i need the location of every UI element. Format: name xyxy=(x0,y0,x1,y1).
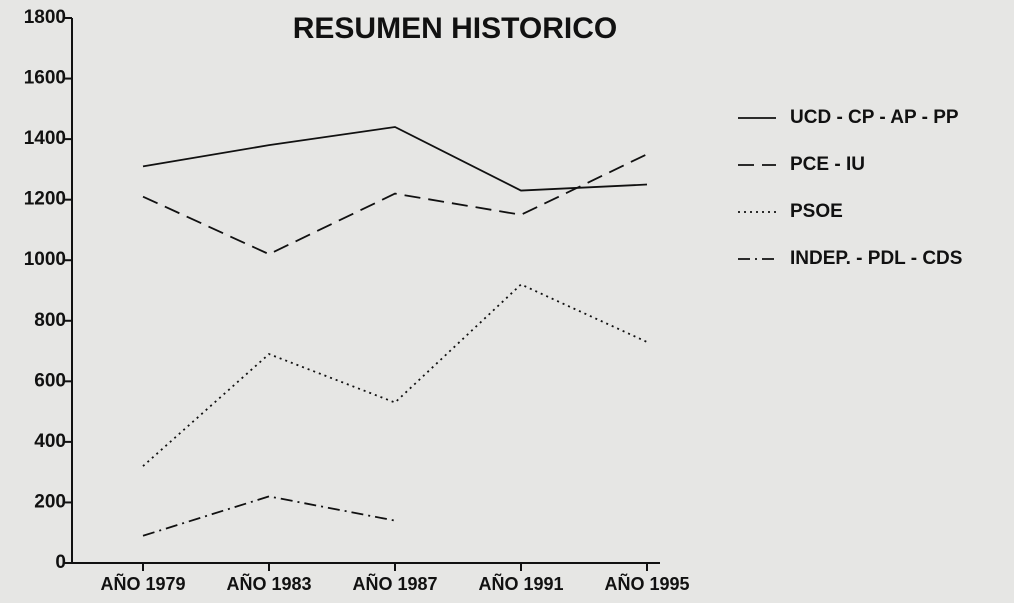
legend-label: INDEP. - PDL - CDS xyxy=(790,248,962,269)
chart-title: RESUMEN HISTORICO xyxy=(293,12,617,45)
chart: RESUMEN HISTORICO 0 200 400 600 800 1000 1200 1… xyxy=(0,0,1014,603)
legend-label: PSOE xyxy=(790,201,843,222)
y-tick-label: 0 xyxy=(55,552,66,573)
y-tick-label: 800 xyxy=(34,310,66,331)
background xyxy=(0,0,1014,603)
y-tick-label: 1600 xyxy=(24,68,66,89)
y-tick-label: 400 xyxy=(34,431,66,452)
x-tick-label: AÑO 1987 xyxy=(352,573,437,594)
y-tick-label: 1400 xyxy=(24,128,66,149)
x-tick-label: AÑO 1995 xyxy=(604,573,689,594)
y-tick-label: 200 xyxy=(34,491,66,512)
y-tick-label: 1200 xyxy=(24,189,66,210)
x-tick-label: AÑO 1979 xyxy=(100,573,185,594)
x-tick-label: AÑO 1983 xyxy=(226,573,311,594)
y-tick-label: 1800 xyxy=(24,7,66,28)
y-tick-label: 1000 xyxy=(24,249,66,270)
legend-label: PCE - IU xyxy=(790,154,865,175)
x-tick-label: AÑO 1991 xyxy=(478,573,563,594)
legend-label: UCD - CP - AP - PP xyxy=(790,107,959,128)
y-tick-label: 600 xyxy=(34,370,66,391)
